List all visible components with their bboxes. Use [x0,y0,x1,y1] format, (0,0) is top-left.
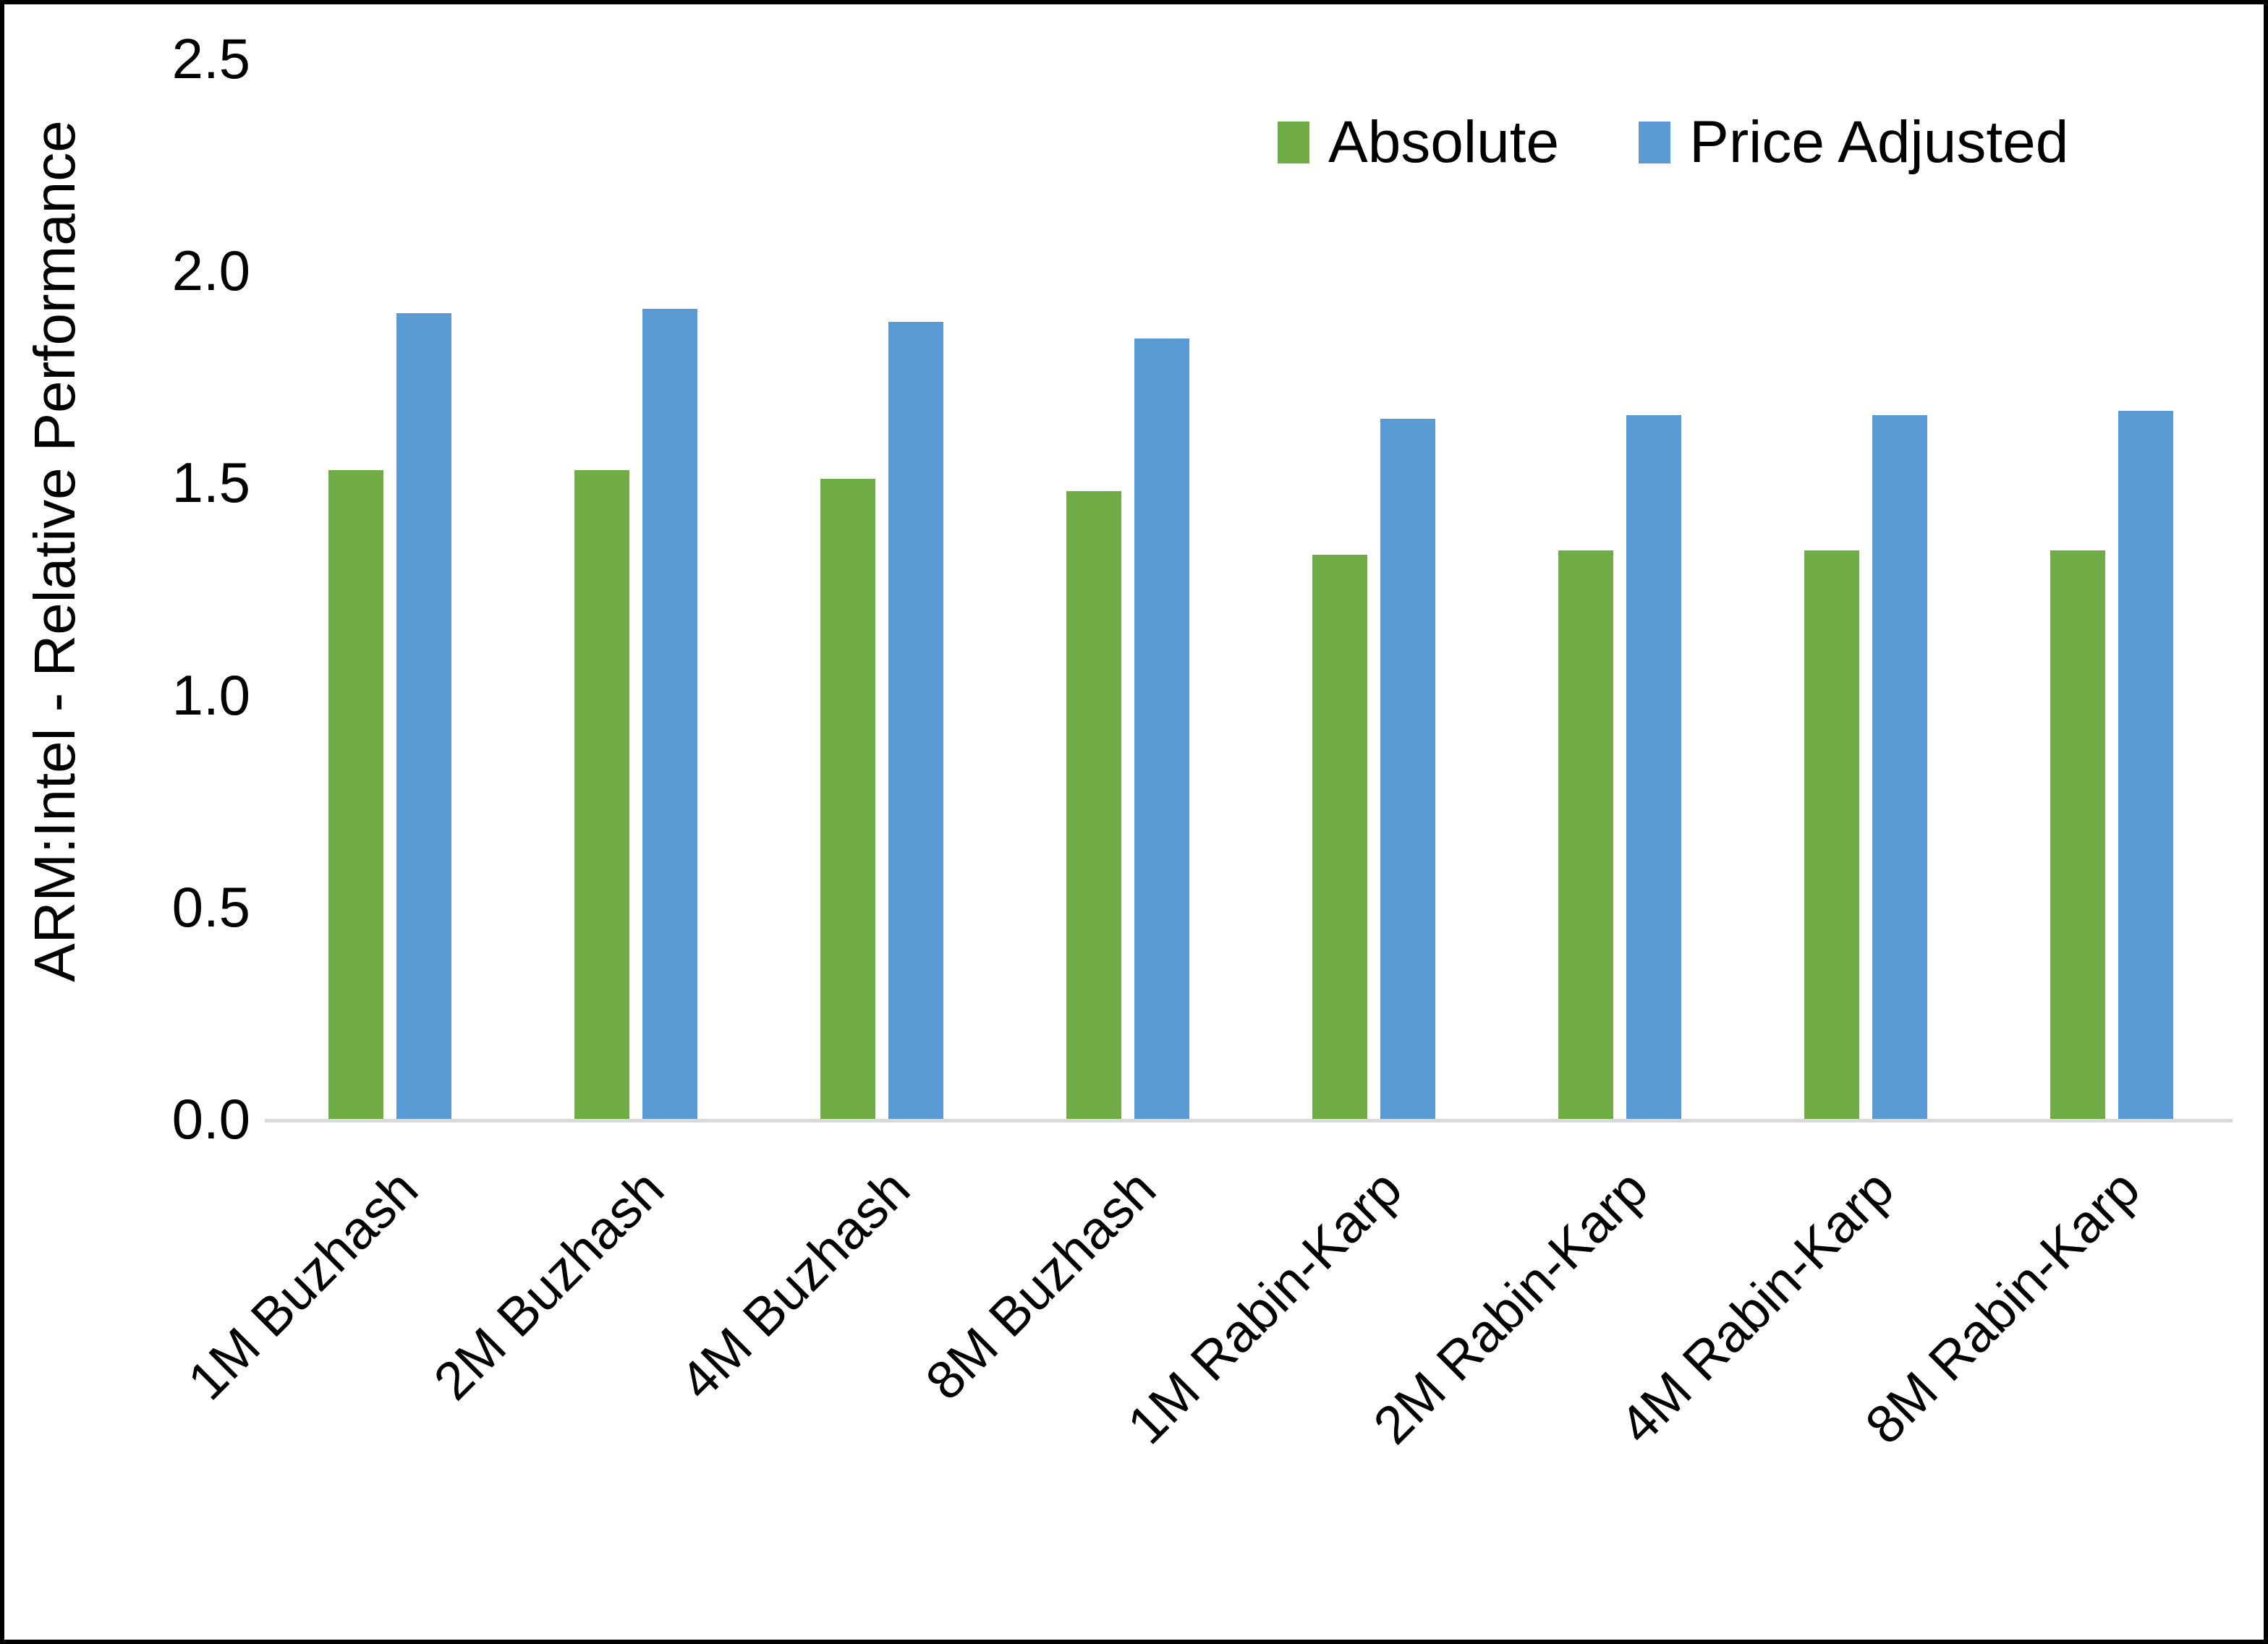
bar-price-adjusted[interactable] [642,308,697,1119]
legend-swatch-icon [1639,122,1671,163]
bar-absolute[interactable] [574,469,629,1119]
bar-group [1495,4,1741,1119]
bar-groups [265,4,2233,1119]
bar-absolute[interactable] [328,469,383,1119]
bar-price-adjusted[interactable] [396,312,451,1119]
y-axis-tick-label: 0.0 [171,1087,250,1151]
bar-group [511,4,757,1119]
y-axis-tick-label: 0.5 [171,874,250,939]
legend-entry-absolute[interactable]: Absolute [1278,113,1559,172]
bar-price-adjusted[interactable] [888,321,943,1119]
bar-absolute[interactable] [1066,491,1121,1119]
bar-price-adjusted[interactable] [1134,338,1189,1119]
bar-price-adjusted[interactable] [1380,419,1435,1119]
bar-absolute[interactable] [1804,550,1859,1119]
bar-group [1003,4,1249,1119]
bar-price-adjusted[interactable] [1626,414,1681,1119]
y-axis-tick-label: 1.5 [171,451,250,515]
legend-entry-price-adjusted[interactable]: Price Adjusted [1639,113,2068,172]
legend-label: Price Adjusted [1689,109,2069,175]
y-axis-tick-label: 2.5 [171,27,250,90]
chart-legend: Absolute Price Adjusted [1278,113,2068,172]
bar-absolute[interactable] [2050,550,2105,1119]
bar-absolute[interactable] [1558,550,1613,1119]
bar-price-adjusted[interactable] [2118,410,2173,1119]
bar-group [265,4,511,1119]
y-axis-tick-label: 2.0 [171,239,250,303]
legend-swatch-icon [1278,122,1309,163]
y-axis-tick-label: 1.0 [171,663,250,727]
x-axis-tick-cell: 8M Rabin-Karp [1854,1119,2233,1625]
y-axis-tick-labels: 2.5 2.0 1.5 1.0 0.5 0.0 [19,4,250,1640]
bar-group [1987,4,2233,1119]
bar-group [1249,4,1495,1119]
bar-group [757,4,1003,1119]
bar-absolute[interactable] [820,478,875,1119]
bar-group [1741,4,1987,1119]
x-axis-tick-labels: 1M Buzhash 2M Buzhash 4M Buzhash 8M Buzhash… [177,1119,2233,1625]
bar-absolute[interactable] [1312,555,1367,1119]
bar-price-adjusted[interactable] [1872,414,1927,1119]
legend-label: Absolute [1328,109,1560,175]
x-axis-baseline [265,1119,2233,1123]
